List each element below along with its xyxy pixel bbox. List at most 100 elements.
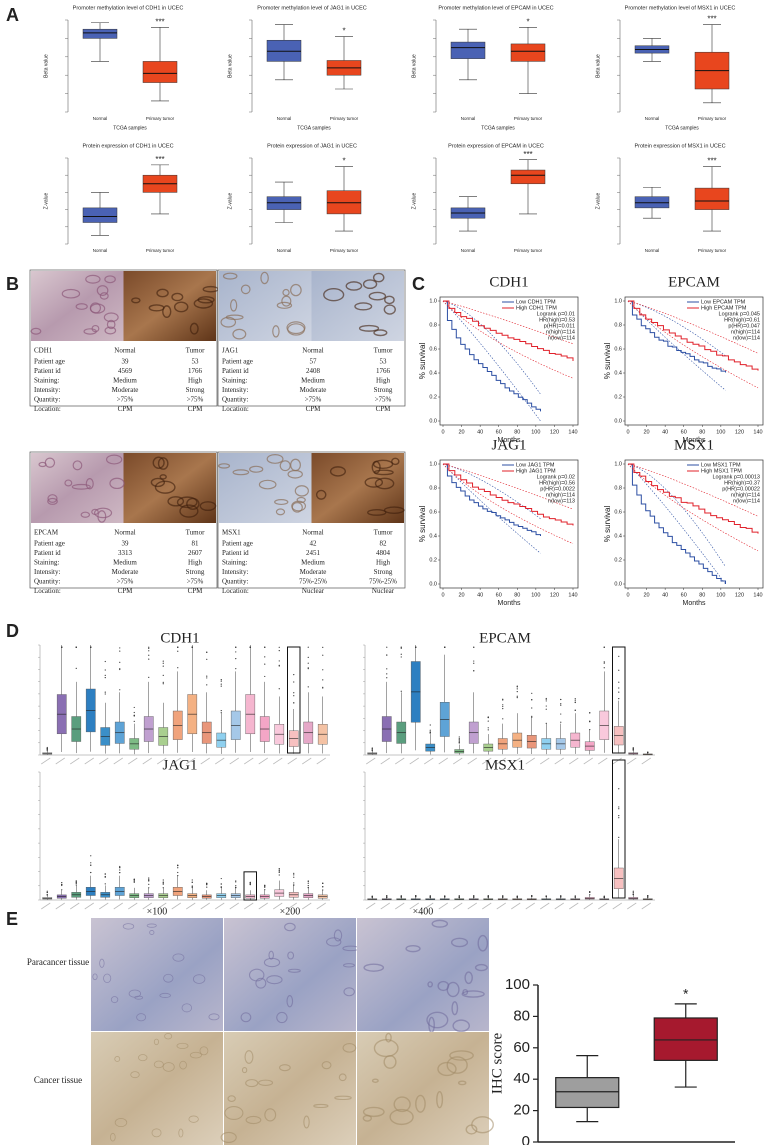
- outlier: [90, 862, 92, 864]
- outlier: [133, 720, 135, 723]
- gland: [103, 312, 119, 323]
- x-tick: [128, 757, 138, 765]
- table-cell: Intensity:: [222, 386, 248, 394]
- outlier: [293, 884, 295, 886]
- y-axis-label: % survival: [418, 343, 427, 380]
- tissue-texture: [149, 930, 155, 935]
- table-cell: Medium: [301, 377, 325, 385]
- outlier: [220, 685, 222, 687]
- x-label: Normal: [461, 248, 476, 253]
- outlier: [104, 691, 106, 693]
- confidence-band: [442, 300, 574, 345]
- y-tick-label: 0.6: [614, 509, 622, 515]
- x-tick-label: 60: [681, 429, 687, 435]
- outlier: [531, 692, 533, 694]
- panel-letter: E: [6, 909, 18, 929]
- tissue-texture: [122, 923, 135, 930]
- confidence-band: [442, 463, 574, 510]
- x-tick: [612, 902, 622, 910]
- gland: [30, 327, 42, 335]
- x-tick: [316, 757, 326, 765]
- outlier: [119, 668, 121, 671]
- tumor-image: [123, 271, 216, 341]
- y-tick-label: 1.0: [614, 298, 622, 304]
- gland: [72, 460, 83, 471]
- outlier: [516, 691, 518, 693]
- outlier: [415, 646, 417, 648]
- outlier: [429, 896, 431, 898]
- gland: [260, 271, 269, 285]
- outlier: [560, 698, 562, 701]
- tissue-texture: [342, 963, 356, 968]
- tissue-texture: [268, 950, 274, 960]
- table-header: Normal: [114, 529, 135, 537]
- legend-entry: High CDH1 TPM: [516, 305, 557, 311]
- x-tick: [424, 902, 434, 910]
- tissue-texture: [92, 973, 98, 981]
- table-cell: 3313: [118, 549, 133, 557]
- outlier: [487, 729, 489, 731]
- x-label: Primary tumor: [514, 116, 543, 121]
- outlier: [75, 667, 77, 670]
- tissue-texture: [426, 1011, 449, 1029]
- x-tick-label: 140: [568, 592, 577, 598]
- gland: [89, 303, 106, 314]
- outlier: [574, 709, 576, 712]
- x-tick: [157, 757, 167, 765]
- x-tick-label: 20: [644, 429, 650, 435]
- table-cell: 82: [380, 540, 388, 548]
- gland: [197, 296, 215, 304]
- outlier: [502, 699, 504, 701]
- outlier: [293, 876, 295, 878]
- x-tick: [200, 757, 210, 765]
- x-tick: [142, 757, 152, 765]
- x-label: Normal: [277, 116, 292, 121]
- outlier: [386, 677, 388, 679]
- tumor-image: [311, 271, 404, 341]
- table-header: Tumor: [374, 529, 393, 537]
- tissue-texture: [464, 971, 473, 985]
- x-tick: [70, 902, 80, 910]
- outlier: [206, 651, 208, 653]
- gland: [230, 299, 238, 312]
- y-tick-label: 1.0: [429, 461, 437, 467]
- gland: [61, 288, 81, 299]
- outlier: [191, 879, 193, 881]
- outlier: [589, 720, 591, 722]
- gland: [91, 508, 99, 516]
- outlier: [235, 880, 237, 882]
- x-tick-label: 140: [753, 592, 762, 598]
- panel-letter: B: [6, 274, 19, 294]
- y-axis-label: Beta value: [595, 54, 601, 78]
- table-cell: Quantity:: [34, 396, 60, 404]
- x-tick: [186, 757, 196, 765]
- x-tick: [70, 757, 80, 765]
- outlier: [119, 650, 121, 652]
- table-cell: Staining:: [34, 377, 59, 385]
- gland: [274, 499, 289, 506]
- outlier: [235, 886, 237, 889]
- outlier: [307, 886, 309, 889]
- outlier: [148, 878, 150, 880]
- stat-text: HR(high)=0.56: [539, 480, 575, 486]
- tissue-texture: [313, 1103, 329, 1109]
- table-cell: 39: [122, 358, 130, 366]
- outlier: [516, 697, 518, 699]
- x-tick: [598, 902, 608, 910]
- x-label: Normal: [93, 116, 108, 121]
- outlier: [293, 692, 295, 694]
- x-tick: [366, 902, 376, 910]
- table-cell: 53: [380, 358, 388, 366]
- gland: [159, 474, 167, 480]
- plot-frame: [624, 296, 764, 426]
- y-axis-label: % survival: [418, 506, 427, 543]
- table-cell: Moderate: [300, 568, 327, 576]
- x-title: TCGA samples: [665, 125, 699, 131]
- x-tick: [438, 757, 448, 765]
- tissue-texture: [461, 990, 485, 998]
- x-tick: [157, 902, 167, 910]
- tissue-texture: [474, 963, 488, 972]
- significance: ***: [707, 157, 716, 166]
- gland: [266, 453, 284, 464]
- tissue-texture: [286, 995, 294, 1008]
